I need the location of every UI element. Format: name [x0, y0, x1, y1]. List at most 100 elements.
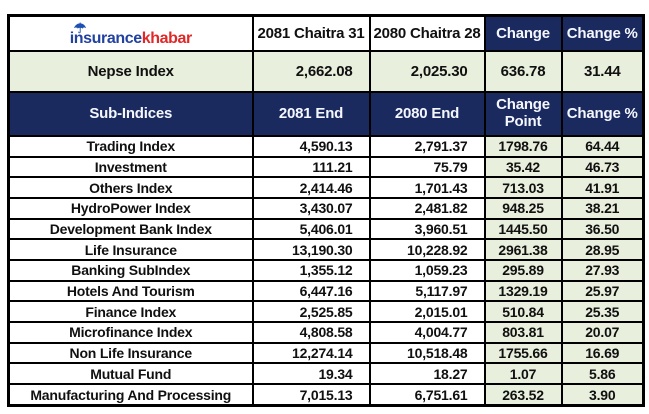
row-previous: 10,518.48 [368, 341, 486, 365]
table-row: HydroPower Index 3,430.07 2,481.82 948.2… [7, 197, 645, 220]
logo-text: insurancekhabar [70, 31, 192, 47]
logo-cell: ☂ insurancekhabar [7, 14, 254, 52]
row-name: Investment [7, 155, 254, 179]
header-change-pct: Change % [560, 14, 645, 52]
row-change: 295.89 [483, 259, 563, 282]
table-row: Hotels And Tourism 6,447.16 5,117.97 132… [7, 279, 645, 303]
row-change: 1329.19 [483, 279, 563, 303]
logo-text-insurance: insurance [69, 30, 142, 47]
table-row: Investment 111.21 75.79 35.42 46.73 [7, 155, 645, 179]
top-header-row: ☂ insurancekhabar 2081 Chaitra 31 2080 C… [7, 14, 645, 52]
subheader-change: Change Point [483, 91, 563, 137]
header-period-previous: 2080 Chaitra 28 [368, 14, 486, 52]
row-current: 6,447.16 [251, 279, 371, 303]
row-previous: 2,015.01 [368, 300, 486, 324]
row-previous: 3,960.51 [368, 217, 486, 241]
row-previous: 6,751.61 [368, 383, 486, 407]
row-current: 111.21 [251, 155, 371, 179]
row-change: 1798.76 [483, 135, 563, 158]
row-current: 2,525.85 [251, 300, 371, 324]
sub-indices-header-row: Sub-Indices 2081 End 2080 End Change Poi… [7, 91, 645, 137]
nepse-index-row: Nepse Index 2,662.08 2,025.30 636.78 31.… [7, 50, 645, 93]
row-current: 2,414.46 [251, 176, 371, 199]
row-change-pct: 36.50 [560, 217, 645, 241]
row-name: HydroPower Index [7, 197, 254, 220]
header-period-current: 2081 Chaitra 31 [251, 14, 371, 52]
row-change-pct: 25.97 [560, 279, 645, 303]
row-current: 1,355.12 [251, 259, 371, 282]
row-previous: 1,059.23 [368, 259, 486, 282]
row-change-pct: 3.90 [560, 383, 645, 407]
row-previous: 5,117.97 [368, 279, 486, 303]
index-comparison-table: ☂ insurancekhabar 2081 Chaitra 31 2080 C… [7, 14, 645, 407]
row-change: 713.03 [483, 176, 563, 199]
row-previous: 4,004.77 [368, 321, 486, 344]
row-change: 263.52 [483, 383, 563, 407]
table-row: Development Bank Index 5,406.01 3,960.51… [7, 217, 645, 241]
row-name: Development Bank Index [7, 217, 254, 241]
row-change-pct: 38.21 [560, 197, 645, 220]
table-row: Life Insurance 13,190.30 10,228.92 2961.… [7, 238, 645, 262]
subheader-label: Sub-Indices [7, 91, 254, 137]
row-change-pct: 46.73 [560, 155, 645, 179]
nepse-label: Nepse Index [7, 50, 254, 93]
row-change-pct: 16.69 [560, 341, 645, 365]
row-change-pct: 41.91 [560, 176, 645, 199]
row-previous: 18.27 [368, 362, 486, 386]
subheader-previous: 2080 End [368, 91, 486, 137]
row-name: Hotels And Tourism [7, 279, 254, 303]
row-change-pct: 28.95 [560, 238, 645, 262]
row-current: 12,274.14 [251, 341, 371, 365]
row-previous: 1,701.43 [368, 176, 486, 199]
row-name: Finance Index [7, 300, 254, 324]
row-current: 5,406.01 [251, 217, 371, 241]
row-name: Manufacturing And Processing [7, 383, 254, 407]
nepse-change-pct: 31.44 [560, 50, 645, 93]
row-name: Banking SubIndex [7, 259, 254, 282]
row-name: Microfinance Index [7, 321, 254, 344]
row-change-pct: 64.44 [560, 135, 645, 158]
row-name: Others Index [7, 176, 254, 199]
row-current: 13,190.30 [251, 238, 371, 262]
table-row: Manufacturing And Processing 7,015.13 6,… [7, 383, 645, 407]
header-change: Change [483, 14, 563, 52]
row-name: Non Life Insurance [7, 341, 254, 365]
table-row: Non Life Insurance 12,274.14 10,518.48 1… [7, 341, 645, 365]
row-change-pct: 20.07 [560, 321, 645, 344]
row-current: 19.34 [251, 362, 371, 386]
row-previous: 2,481.82 [368, 197, 486, 220]
row-change: 35.42 [483, 155, 563, 179]
row-current: 3,430.07 [251, 197, 371, 220]
insurancekhabar-logo: ☂ insurancekhabar [70, 21, 192, 47]
row-name: Life Insurance [7, 238, 254, 262]
row-change: 1445.50 [483, 217, 563, 241]
row-change: 510.84 [483, 300, 563, 324]
subheader-change-pct: Change % [560, 91, 645, 137]
row-change-pct: 5.86 [560, 362, 645, 386]
row-current: 4,808.58 [251, 321, 371, 344]
table-row: Banking SubIndex 1,355.12 1,059.23 295.8… [7, 259, 645, 282]
table-row: Microfinance Index 4,808.58 4,004.77 803… [7, 321, 645, 344]
nepse-change: 636.78 [483, 50, 563, 93]
row-name: Trading Index [7, 135, 254, 158]
table-row: Mutual Fund 19.34 18.27 1.07 5.86 [7, 362, 645, 386]
nepse-current: 2,662.08 [251, 50, 371, 93]
row-change: 2961.38 [483, 238, 563, 262]
subheader-current: 2081 End [251, 91, 371, 137]
table-row: Others Index 2,414.46 1,701.43 713.03 41… [7, 176, 645, 199]
table-row: Trading Index 4,590.13 2,791.37 1798.76 … [7, 135, 645, 158]
row-current: 7,015.13 [251, 383, 371, 407]
row-previous: 75.79 [368, 155, 486, 179]
row-previous: 2,791.37 [368, 135, 486, 158]
row-previous: 10,228.92 [368, 238, 486, 262]
row-change: 1.07 [483, 362, 563, 386]
row-name: Mutual Fund [7, 362, 254, 386]
row-current: 4,590.13 [251, 135, 371, 158]
nepse-previous: 2,025.30 [368, 50, 486, 93]
row-change: 948.25 [483, 197, 563, 220]
umbrella-icon: ☂ [73, 20, 87, 36]
row-change: 1755.66 [483, 341, 563, 365]
row-change: 803.81 [483, 321, 563, 344]
row-change-pct: 27.93 [560, 259, 645, 282]
